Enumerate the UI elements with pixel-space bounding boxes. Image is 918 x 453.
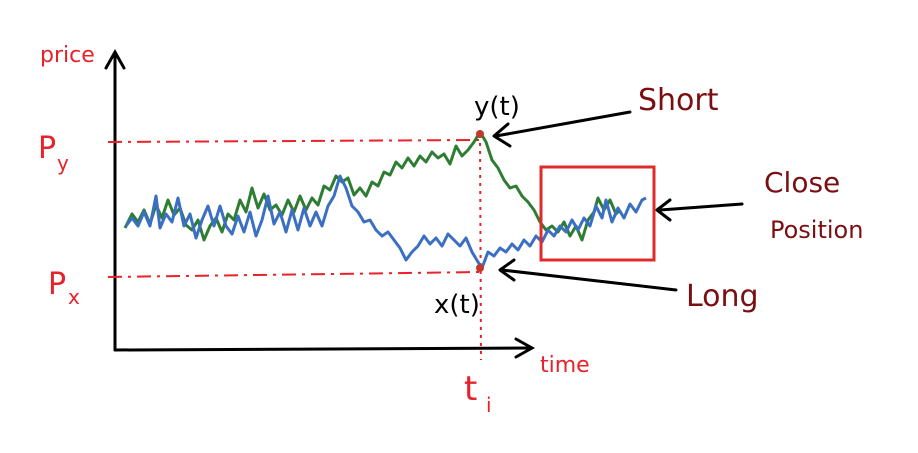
svg-text:i: i xyxy=(486,393,492,417)
x-axis-label: time xyxy=(540,353,590,378)
close-label-line1: Close xyxy=(764,166,840,199)
short-arrow xyxy=(494,110,632,138)
svg-text:x: x xyxy=(68,285,80,309)
series-x-line xyxy=(124,174,647,270)
point-y-label: y(t) xyxy=(474,92,520,122)
short-label: Short xyxy=(638,83,719,118)
x-axis-arrowhead xyxy=(514,337,536,359)
close-arrow xyxy=(658,202,744,212)
high-level-label: P y xyxy=(38,131,69,175)
svg-text:t: t xyxy=(464,369,477,409)
point-x-label: x(t) xyxy=(434,290,480,320)
close-label-line2: Position xyxy=(770,216,863,244)
high-level-guide xyxy=(107,139,481,143)
y-axis-label: price xyxy=(40,43,95,68)
svg-text:P: P xyxy=(48,267,66,302)
close-arrowhead xyxy=(655,198,672,222)
annotation-arrows xyxy=(492,110,744,292)
close-position-box xyxy=(539,165,656,262)
low-level-guide xyxy=(107,271,481,278)
low-level-label: P x xyxy=(48,267,80,309)
point-x xyxy=(476,264,484,272)
point-y xyxy=(476,130,484,138)
long-arrowhead xyxy=(498,258,516,282)
short-arrowhead xyxy=(492,122,512,148)
long-label: Long xyxy=(686,279,759,314)
y-axis-arrowhead xyxy=(104,48,126,70)
time-marker-guide xyxy=(479,134,482,361)
time-marker-label: t i xyxy=(464,369,492,417)
x-axis xyxy=(113,346,532,352)
svg-text:P: P xyxy=(38,131,56,166)
guide-lines xyxy=(107,134,482,361)
svg-text:y: y xyxy=(57,151,69,175)
long-arrow xyxy=(500,268,678,292)
axes xyxy=(104,48,536,359)
